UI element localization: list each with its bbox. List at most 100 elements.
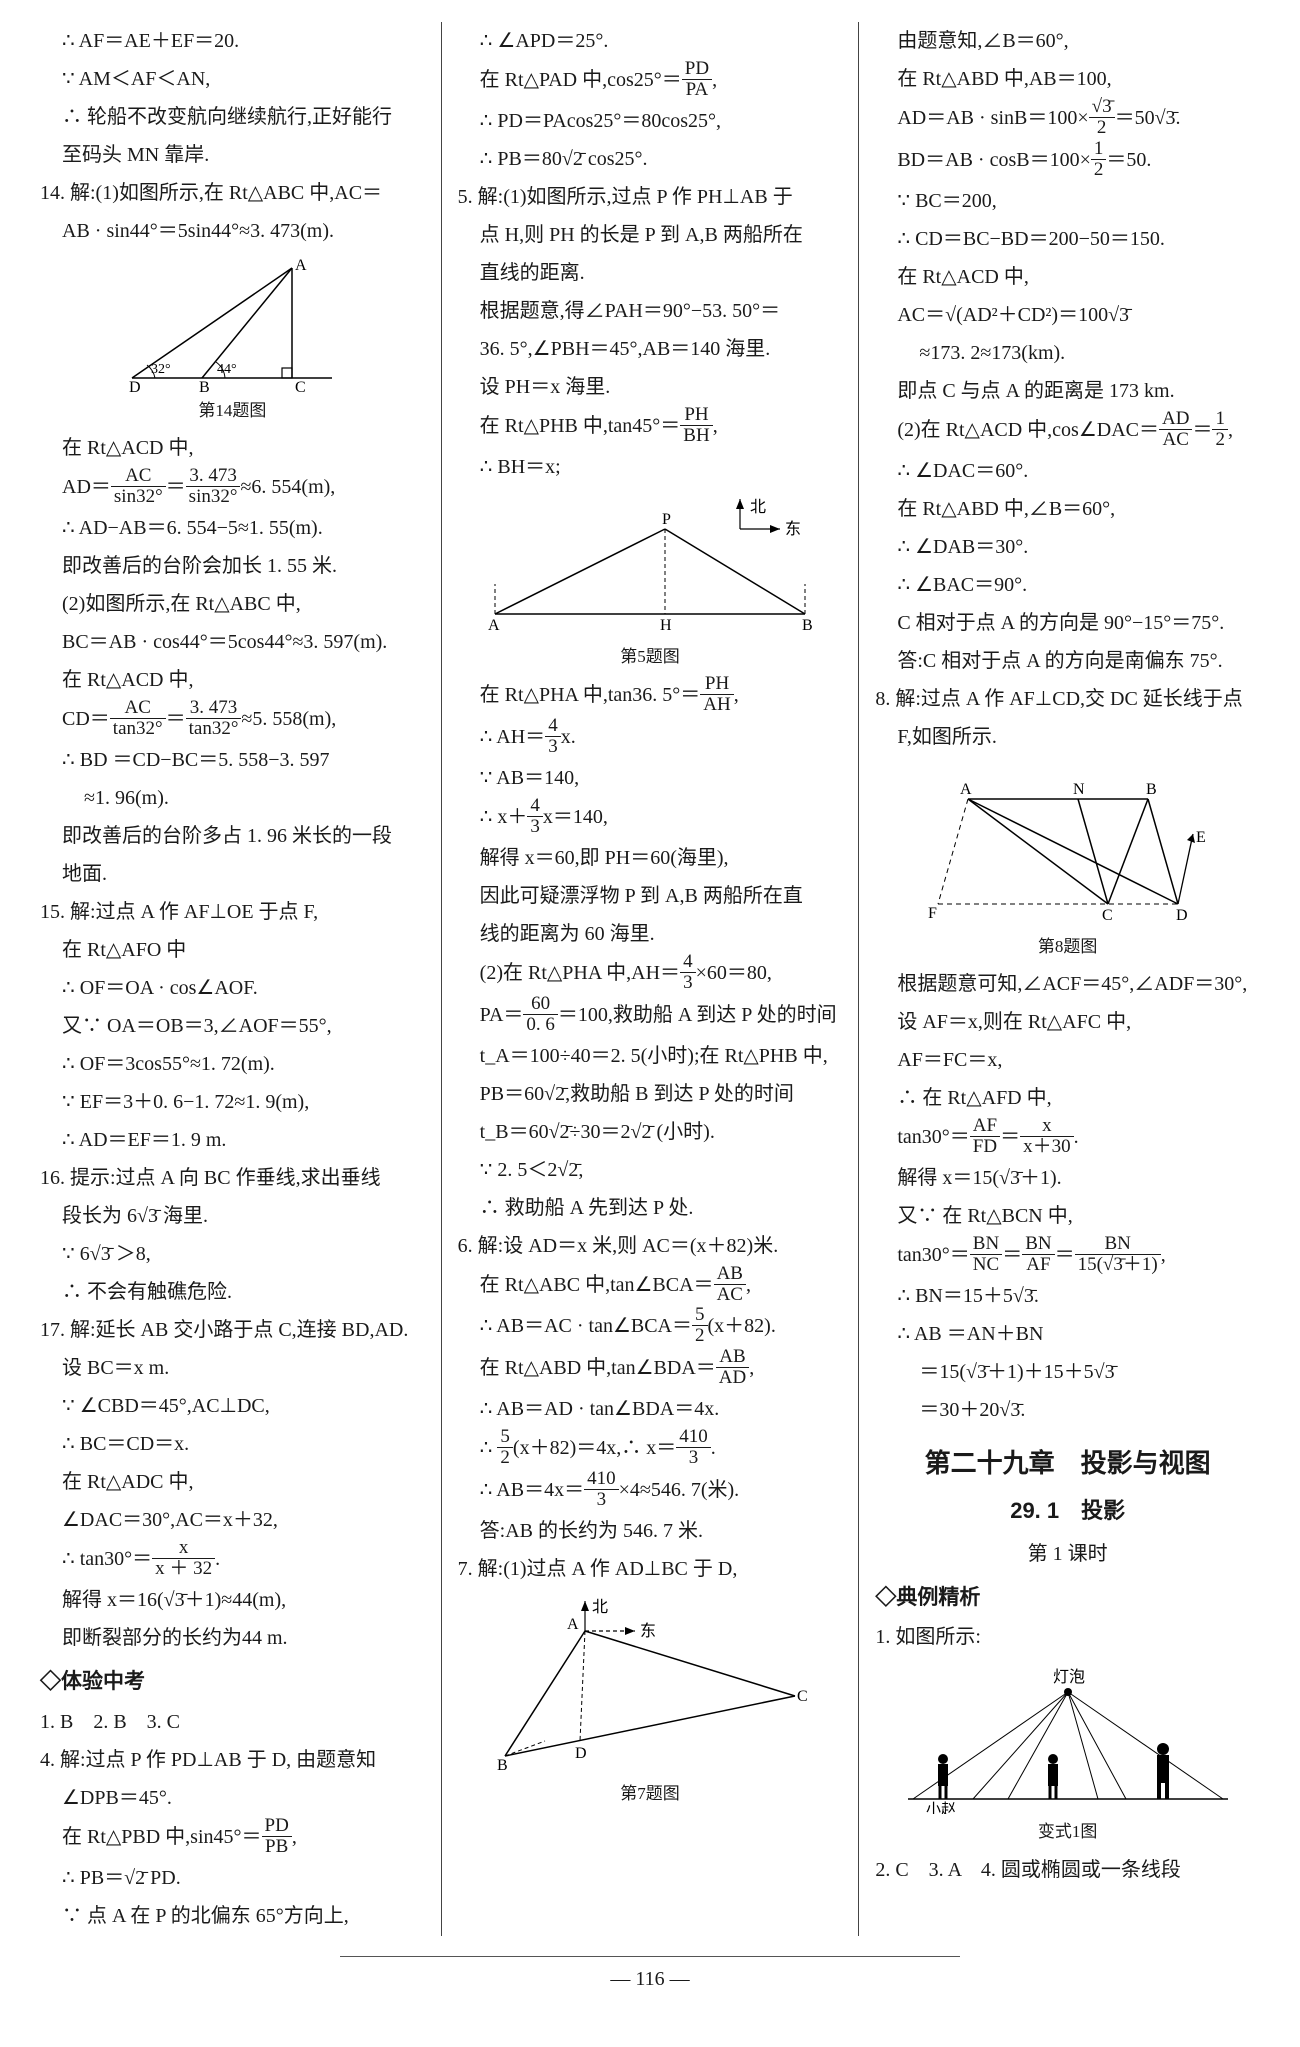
- text: 线的距离为 60 海里.: [458, 916, 843, 953]
- text: 即点 C 与点 A 的距离是 173 km.: [875, 373, 1260, 410]
- text: ∴ AB＝4x＝4103×4≈546. 7(米).: [458, 1471, 843, 1512]
- svg-text:B: B: [1146, 781, 1157, 798]
- svg-text:P: P: [662, 511, 671, 528]
- text: ∴ PB＝√2̄ PD.: [40, 1860, 425, 1897]
- text: ∵ AB＝140,: [458, 760, 843, 797]
- figure-8: A N B F C D E 第8题图: [875, 764, 1260, 962]
- chapter-title: 第二十九章 投影与视图: [875, 1439, 1260, 1487]
- text: ≈1. 96(m).: [40, 780, 425, 817]
- text: 设 AF＝x,则在 Rt△AFC 中,: [875, 1004, 1260, 1041]
- text: 由题意知,∠B＝60°,: [875, 23, 1260, 60]
- svg-text:N: N: [1073, 781, 1085, 798]
- svg-text:44°: 44°: [217, 362, 237, 377]
- text: 在 Rt△ABD 中,tan∠BDA＝ABAD,: [458, 1349, 843, 1390]
- svg-text:D: D: [129, 379, 141, 393]
- text: 又∵ OA＝OB＝3,∠AOF＝55°,: [40, 1008, 425, 1045]
- section-number: 29. 1 投影: [875, 1491, 1260, 1532]
- text: ∵ 2. 5＜2√2̄,: [458, 1152, 843, 1189]
- text: ∴ ∠DAB＝30°.: [875, 529, 1260, 566]
- text: ∴ PD＝PAcos25°＝80cos25°,: [458, 103, 843, 140]
- text: ∴ BC＝CD＝x.: [40, 1426, 425, 1463]
- text: ∠DPB＝45°.: [40, 1780, 425, 1817]
- svg-text:东: 东: [640, 1622, 656, 1640]
- text: 又∵ 在 Rt△BCN 中,: [875, 1198, 1260, 1235]
- svg-text:小赵: 小赵: [926, 1801, 956, 1814]
- text: BD＝AB · cosB＝100×12＝50.: [875, 141, 1260, 182]
- problem-17: 17. 解:延长 AB 交小路于点 C,连接 BD,AD.: [40, 1312, 425, 1349]
- text: ∴ ∠DAC＝60°.: [875, 453, 1260, 490]
- text: AF＝FC＝x,: [875, 1042, 1260, 1079]
- problem-1: 1. 如图所示:: [875, 1619, 1260, 1656]
- text: 段长为 6√3̄ 海里.: [40, 1198, 425, 1235]
- column-3: 由题意知,∠B＝60°, 在 Rt△ABD 中,AB＝100, AD＝AB · …: [863, 22, 1272, 1936]
- svg-text:D: D: [1176, 907, 1188, 924]
- text: PA＝600. 6＝100,救助船 A 到达 P 处的时间: [458, 996, 843, 1037]
- svg-text:H: H: [660, 617, 672, 634]
- text: 在 Rt△ACD 中,: [40, 430, 425, 467]
- text: ＝30＋20√3̄.: [875, 1392, 1260, 1429]
- text: ∴ OF＝3cos55°≈1. 72(m).: [40, 1046, 425, 1083]
- text: (2)如图所示,在 Rt△ABC 中,: [40, 586, 425, 623]
- svg-text:C: C: [1102, 907, 1113, 924]
- figure-caption: 第14题图: [40, 395, 425, 426]
- svg-text:B: B: [497, 1757, 508, 1774]
- figure-variant-1: 灯泡: [875, 1664, 1260, 1847]
- text: ∴ AD＝EF＝1. 9 m.: [40, 1122, 425, 1159]
- text: 在 Rt△ABD 中,∠B＝60°,: [875, 491, 1260, 528]
- text: 至码头 MN 靠岸.: [40, 137, 425, 174]
- svg-text:32°: 32°: [151, 362, 171, 377]
- text: tan30°＝AFFD＝xx＋30.: [875, 1118, 1260, 1159]
- svg-text:北: 北: [750, 498, 766, 516]
- svg-text:C: C: [295, 379, 306, 393]
- svg-text:F: F: [928, 905, 937, 922]
- text: (2)在 Rt△ACD 中,cos∠DAC＝ADAC＝12,: [875, 411, 1260, 452]
- text: ∴ CD＝BC−BD＝200−50＝150.: [875, 221, 1260, 258]
- text: ∴ ∠APD＝25°.: [458, 23, 843, 60]
- text: ∵ 点 A 在 P 的北偏东 65°方向上,: [40, 1898, 425, 1935]
- text: 即改善后的台阶多占 1. 96 米长的一段: [40, 818, 425, 855]
- text: 地面.: [40, 856, 425, 893]
- problem-8: 8. 解:过点 A 作 AF⊥CD,交 DC 延长线于点: [875, 681, 1260, 718]
- svg-text:D: D: [575, 1745, 587, 1762]
- text: 根据题意可知,∠ACF＝45°,∠ADF＝30°,: [875, 966, 1260, 1003]
- text: 设 BC＝x m.: [40, 1350, 425, 1387]
- answers: 1. B 2. B 3. C: [40, 1704, 425, 1741]
- problem-6: 6. 解:设 AD＝x 米,则 AC＝(x＋82)米.: [458, 1228, 843, 1265]
- text: AB · sin44°＝5sin44°≈3. 473(m).: [40, 213, 425, 250]
- problem-14: 14. 解:(1)如图所示,在 Rt△ABC 中,AC＝: [40, 175, 425, 212]
- text: 答:C 相对于点 A 的方向是南偏东 75°.: [875, 643, 1260, 680]
- text: ∵ EF＝3＋0. 6−1. 72≈1. 9(m),: [40, 1084, 425, 1121]
- text: ∴ OF＝OA · cos∠AOF.: [40, 970, 425, 1007]
- column-2: ∴ ∠APD＝25°. 在 Rt△PAD 中,cos25°＝PDPA, ∴ PD…: [446, 22, 855, 1936]
- text: ∴ AD−AB＝6. 554−5≈1. 55(m).: [40, 510, 425, 547]
- problem-7: 7. 解:(1)过点 A 作 AD⊥BC 于 D,: [458, 1551, 843, 1588]
- figure-caption: 第5题图: [458, 641, 843, 672]
- figure-7: 北 东 B D C A 第7题图: [458, 1596, 843, 1809]
- text: 设 PH＝x 海里.: [458, 369, 843, 406]
- svg-text:B: B: [199, 379, 210, 393]
- column-1: ∴ AF＝AE＋EF＝20. ∵ AM＜AF＜AN, ∴ 轮船不改变航向继续航行…: [28, 22, 437, 1936]
- svg-text:A: A: [567, 1616, 579, 1633]
- text: ∵ 6√3̄ ＞8,: [40, 1236, 425, 1273]
- svg-text:B: B: [802, 617, 813, 634]
- text: ∴ tan30°＝xx ＋ 32.: [40, 1540, 425, 1581]
- text: 在 Rt△ADC 中,: [40, 1464, 425, 1501]
- figure-caption: 变式1图: [875, 1816, 1260, 1847]
- text: 因此可疑漂浮物 P 到 A,B 两船所在直: [458, 878, 843, 915]
- text: AD＝AB · sinB＝100×√3̄2＝50√3̄.: [875, 99, 1260, 140]
- text: 在 Rt△ABC 中,tan∠BCA＝ABAC,: [458, 1266, 843, 1307]
- svg-text:A: A: [295, 258, 307, 274]
- text: PB＝60√2̄,救助船 B 到达 P 处的时间: [458, 1076, 843, 1113]
- svg-text:E: E: [1196, 829, 1206, 846]
- text: 解得 x＝16(√3̄＋1)≈44(m),: [40, 1582, 425, 1619]
- text: ∴ 52(x＋82)＝4x,∴ x＝4103.: [458, 1429, 843, 1470]
- text: (2)在 Rt△PHA 中,AH＝43×60＝80,: [458, 954, 843, 995]
- text: BC＝AB · cos44°＝5cos44°≈3. 597(m).: [40, 624, 425, 661]
- text: ∴ ∠BAC＝90°.: [875, 567, 1260, 604]
- text: ∴ BH＝x;: [458, 449, 843, 486]
- text: AD＝ACsin32°＝3. 473sin32°≈6. 554(m),: [40, 468, 425, 509]
- text: 在 Rt△PAD 中,cos25°＝PDPA,: [458, 61, 843, 102]
- text: 即断裂部分的长约为44 m.: [40, 1620, 425, 1657]
- text: ∴ x＋43x＝140,: [458, 798, 843, 839]
- text: 点 H,则 PH 的长是 P 到 A,B 两船所在: [458, 217, 843, 254]
